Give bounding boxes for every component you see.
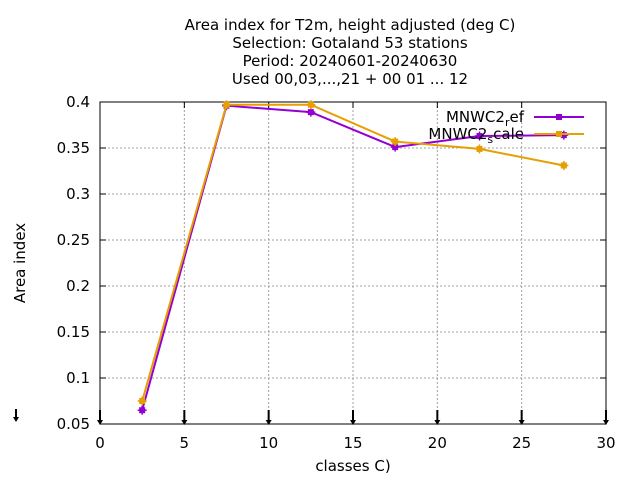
baseline-marker bbox=[603, 410, 609, 425]
y-tick-label: 0.1 bbox=[66, 369, 90, 387]
title-line: Used 00,03,...,21 + 00 01 ... 12 bbox=[232, 70, 468, 88]
series-line-MNWC2_scale bbox=[141, 103, 565, 402]
grid bbox=[100, 102, 606, 424]
data-point-MNWC2_ref bbox=[475, 131, 484, 141]
data-point-MNWC2_scale bbox=[222, 100, 231, 110]
legend-marker-MNWC2_ref bbox=[554, 114, 564, 120]
x-axis-label: classes C) bbox=[315, 457, 390, 475]
data-point-MNWC2_ref bbox=[137, 405, 147, 415]
y-axis-label: Area index bbox=[11, 223, 29, 303]
y-tick-labels: 0.05 0.1 0.15 0.2 0.25 0.3 0.35 0.4 bbox=[57, 93, 90, 433]
chart-title: Area index for T2m, height adjusted (deg… bbox=[185, 16, 516, 88]
baseline-marker bbox=[518, 410, 525, 425]
x-tick-label: 25 bbox=[512, 434, 531, 452]
x-tick-label: 20 bbox=[428, 434, 447, 452]
baseline-marker bbox=[434, 410, 441, 425]
y-tick-label: 0.15 bbox=[57, 323, 90, 341]
data-point-MNWC2_scale bbox=[390, 137, 400, 147]
data-point-MNWC2_scale bbox=[306, 100, 316, 110]
y-tick-label: 0.25 bbox=[57, 231, 90, 249]
bottom-markers bbox=[13, 409, 609, 425]
title-line: Area index for T2m, height adjusted (deg… bbox=[185, 16, 516, 34]
y-tick-label: 0.2 bbox=[66, 277, 90, 295]
title-line: Period: 20240601-20240630 bbox=[243, 52, 458, 70]
x-tick-label: 30 bbox=[596, 434, 615, 452]
x-tick-label: 15 bbox=[343, 434, 362, 452]
data-point-MNWC2_scale bbox=[559, 160, 569, 170]
y-tick-label: 0.05 bbox=[57, 415, 90, 433]
legend-label-MNWC2_scale: MNWC2scale bbox=[428, 125, 524, 146]
x-tick-labels: 0 5 10 15 20 25 30 bbox=[95, 434, 615, 452]
baseline-marker bbox=[265, 410, 272, 425]
data-point-MNWC2_scale bbox=[475, 144, 484, 154]
x-tick-label: 10 bbox=[259, 434, 278, 452]
y-tick-label: 0.3 bbox=[66, 185, 90, 203]
baseline-marker bbox=[97, 410, 103, 425]
y-tick-label: 0.4 bbox=[66, 93, 90, 111]
left-stray-marker bbox=[13, 409, 19, 422]
x-tick-label: 0 bbox=[95, 434, 105, 452]
baseline-marker bbox=[350, 410, 356, 425]
legend-marker-MNWC2_scale bbox=[554, 131, 564, 137]
data-point-MNWC2_scale bbox=[137, 396, 147, 406]
y-tick-label: 0.35 bbox=[57, 139, 90, 157]
baseline-marker bbox=[181, 410, 188, 425]
series bbox=[137, 100, 569, 415]
x-tick-label: 5 bbox=[180, 434, 190, 452]
title-line: Selection: Gotaland 53 stations bbox=[232, 34, 467, 52]
legend-label-MNWC2_ref: MNWC2ref bbox=[446, 108, 525, 129]
